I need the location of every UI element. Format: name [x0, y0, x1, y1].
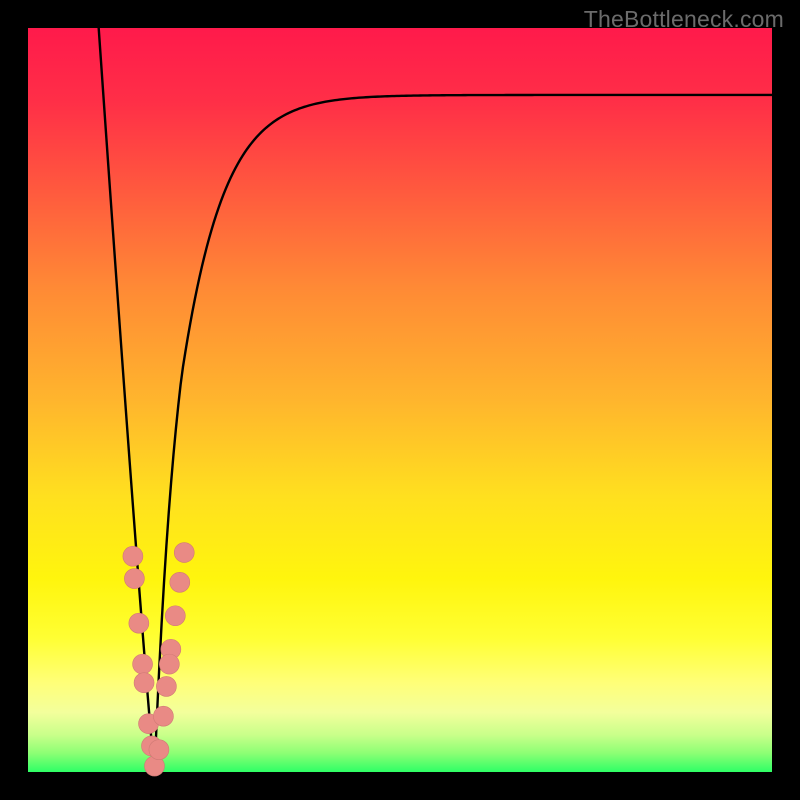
- chart-svg: [0, 0, 800, 800]
- data-marker: [174, 543, 194, 563]
- stage: TheBottleneck.com: [0, 0, 800, 800]
- bottleneck-curve: [99, 28, 772, 772]
- data-marker: [134, 673, 154, 693]
- data-marker: [170, 572, 190, 592]
- data-marker: [153, 706, 173, 726]
- data-marker: [124, 569, 144, 589]
- curve-layer: [99, 28, 772, 772]
- data-marker: [133, 654, 153, 674]
- watermark-text: TheBottleneck.com: [584, 6, 784, 33]
- data-marker: [159, 654, 179, 674]
- data-marker: [129, 613, 149, 633]
- data-marker: [156, 676, 176, 696]
- data-marker: [165, 606, 185, 626]
- data-marker: [123, 546, 143, 566]
- data-marker: [149, 740, 169, 760]
